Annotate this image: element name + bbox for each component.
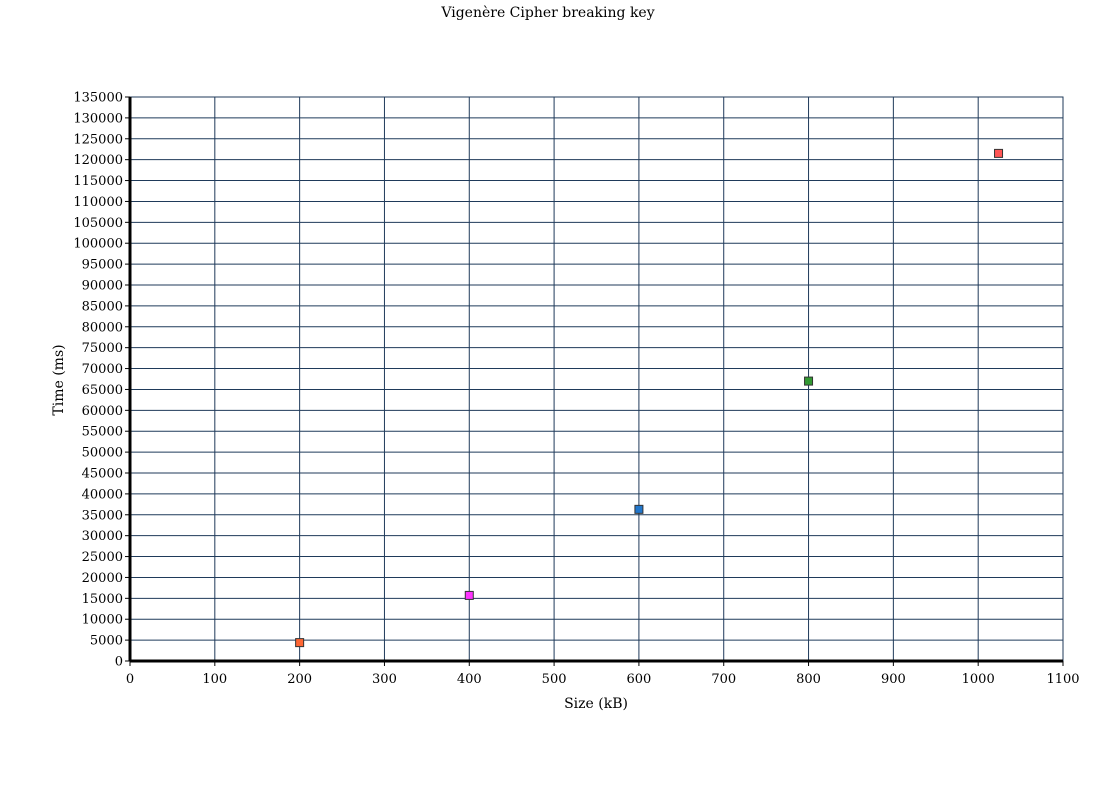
- y-tick-label: 90000: [82, 279, 123, 294]
- y-tick-label: 40000: [82, 487, 123, 502]
- data-points: [295, 148, 1004, 648]
- axes: [125, 96, 1064, 666]
- y-tick-label: 75000: [82, 341, 123, 356]
- x-tick-label: 200: [287, 672, 312, 687]
- y-tick-label: 15000: [82, 592, 123, 607]
- y-tick-label: 10000: [82, 613, 123, 628]
- data-point: [464, 590, 474, 600]
- y-axis-label: Time (ms): [51, 344, 67, 415]
- y-tick-label: 125000: [73, 132, 123, 147]
- y-tick-label: 60000: [82, 404, 123, 419]
- y-tick-label: 70000: [82, 362, 123, 377]
- y-tick-label: 80000: [82, 320, 123, 335]
- x-tick-labels: 0 100 200 300 400 500 600 700 800 900 1000 1100: [126, 672, 1080, 687]
- chart-title: Vigenère Cipher breaking key: [440, 5, 654, 21]
- y-tick-label: 45000: [82, 467, 123, 482]
- y-tick-label: 35000: [82, 508, 123, 523]
- y-tick-label: 5000: [90, 634, 123, 649]
- y-tick-label: 55000: [82, 425, 123, 440]
- x-tick-label: 600: [626, 672, 651, 687]
- x-tick-label: 900: [881, 672, 906, 687]
- y-tick-label: 25000: [82, 550, 123, 565]
- x-tick-label: 500: [542, 672, 567, 687]
- y-tick-label: 115000: [73, 174, 123, 189]
- x-tick-label: 700: [711, 672, 736, 687]
- y-tick-label: 105000: [73, 216, 123, 231]
- y-tick-label: 130000: [73, 111, 123, 126]
- y-tick-label: 110000: [73, 195, 123, 210]
- y-tick-label: 95000: [82, 258, 123, 273]
- x-tick-label: 100: [202, 672, 227, 687]
- plot-frame: [129, 96, 1064, 662]
- x-tick-label: 800: [796, 672, 821, 687]
- x-tick-label: 1000: [962, 672, 995, 687]
- y-tick-label: 120000: [73, 153, 123, 168]
- y-tick-label: 30000: [82, 529, 123, 544]
- y-tick-label: 100000: [73, 237, 123, 252]
- data-point: [295, 638, 305, 648]
- grid: [129, 96, 1064, 662]
- y-tick-label: 50000: [82, 446, 123, 461]
- y-tick-labels: 0 5000 10000 15000 20000 25000 30000 35000 40000…: [73, 91, 123, 670]
- y-tick-label: 0: [115, 655, 123, 670]
- data-point: [804, 376, 814, 386]
- y-tick-label: 20000: [82, 571, 123, 586]
- y-tick-label: 85000: [82, 299, 123, 314]
- x-axis-label: Size (kB): [564, 696, 628, 712]
- data-point: [994, 148, 1004, 158]
- y-tick-label: 135000: [73, 91, 123, 106]
- y-tick-label: 65000: [82, 383, 123, 398]
- x-tick-label: 0: [126, 672, 134, 687]
- x-tick-label: 300: [372, 672, 397, 687]
- x-tick-label: 1100: [1046, 672, 1079, 687]
- x-tick-label: 400: [457, 672, 482, 687]
- data-point: [634, 504, 644, 514]
